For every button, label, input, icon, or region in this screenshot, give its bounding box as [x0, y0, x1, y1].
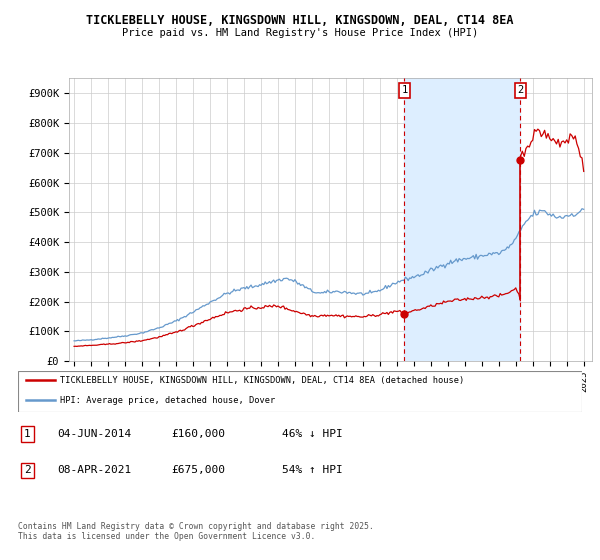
Text: 2: 2 [24, 465, 31, 475]
Text: Price paid vs. HM Land Registry's House Price Index (HPI): Price paid vs. HM Land Registry's House … [122, 28, 478, 38]
Text: HPI: Average price, detached house, Dover: HPI: Average price, detached house, Dove… [60, 396, 275, 405]
Text: TICKLEBELLY HOUSE, KINGSDOWN HILL, KINGSDOWN, DEAL, CT14 8EA (detached house): TICKLEBELLY HOUSE, KINGSDOWN HILL, KINGS… [60, 376, 464, 385]
Text: 2: 2 [517, 85, 523, 95]
Text: TICKLEBELLY HOUSE, KINGSDOWN HILL, KINGSDOWN, DEAL, CT14 8EA: TICKLEBELLY HOUSE, KINGSDOWN HILL, KINGS… [86, 14, 514, 27]
Text: £675,000: £675,000 [171, 465, 225, 475]
Text: 1: 1 [401, 85, 407, 95]
Text: £160,000: £160,000 [171, 429, 225, 439]
Text: 1: 1 [24, 429, 31, 439]
Text: Contains HM Land Registry data © Crown copyright and database right 2025.
This d: Contains HM Land Registry data © Crown c… [18, 522, 374, 542]
Bar [404, 78, 520, 361]
Text: 54% ↑ HPI: 54% ↑ HPI [282, 465, 343, 475]
Text: 04-JUN-2014: 04-JUN-2014 [57, 429, 131, 439]
Text: 08-APR-2021: 08-APR-2021 [57, 465, 131, 475]
Text: 46% ↓ HPI: 46% ↓ HPI [282, 429, 343, 439]
FancyBboxPatch shape [18, 371, 582, 412]
